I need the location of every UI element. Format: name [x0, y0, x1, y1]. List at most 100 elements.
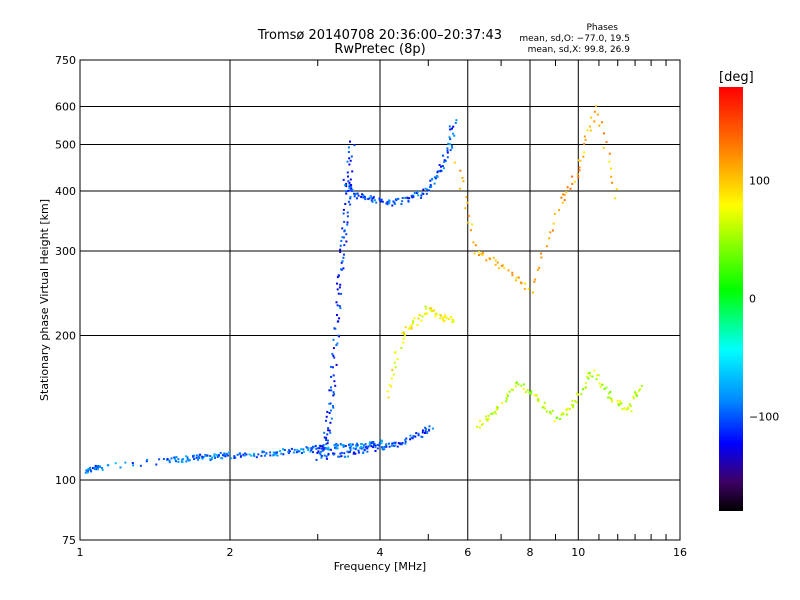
echo-point-trace-4 — [394, 366, 397, 369]
echo-point-trace-6 — [582, 155, 585, 158]
echo-point-trace-2 — [375, 201, 378, 204]
echo-point-trace-0 — [315, 447, 318, 450]
echo-point-trace-0 — [380, 439, 383, 442]
echo-point-trace-3 — [401, 442, 404, 444]
echo-point-trace-4 — [402, 341, 405, 344]
echo-point-trace-5 — [623, 407, 626, 410]
chart-subtitle: RwPretec (8p) — [334, 42, 426, 57]
echo-point-trace-0 — [309, 450, 312, 453]
echo-point-trace-5 — [487, 417, 490, 420]
echo-point-trace-6 — [531, 291, 534, 294]
echo-point-trace-0 — [369, 444, 372, 447]
echo-point-trace-4 — [451, 321, 454, 323]
echo-point-trace-3 — [381, 447, 384, 450]
echo-point-trace-5 — [577, 393, 580, 396]
echo-point-trace-6 — [494, 259, 497, 262]
echo-point-trace-6 — [480, 253, 483, 255]
echo-point-trace-2 — [429, 179, 432, 182]
echo-point-trace-0 — [107, 464, 110, 467]
echo-point-trace-2 — [446, 151, 449, 154]
echo-point-trace-4 — [388, 384, 391, 387]
echo-point-trace-5 — [610, 398, 613, 401]
echo-point-trace-3 — [363, 449, 366, 452]
echo-point-trace-5 — [508, 390, 511, 393]
echo-point-trace-5 — [566, 407, 569, 410]
echo-point-trace-6 — [515, 279, 517, 282]
echo-point-trace-2 — [424, 187, 427, 190]
echo-point-trace-0 — [206, 454, 209, 457]
echo-point-trace-2 — [364, 198, 367, 201]
echo-point-trace-1 — [343, 244, 346, 247]
echo-point-trace-0 — [94, 468, 97, 471]
echo-point-trace-2 — [449, 128, 452, 131]
echo-point-trace-0 — [90, 470, 93, 473]
echo-point-trace-3 — [424, 430, 427, 432]
echo-point-trace-3 — [332, 452, 334, 455]
echo-point-trace-2 — [417, 194, 420, 197]
echo-point-trace-6 — [611, 181, 614, 184]
echo-point-trace-0 — [213, 453, 216, 456]
echo-point-trace-0 — [272, 451, 275, 454]
echo-point-trace-6 — [558, 209, 560, 212]
echo-point-trace-0 — [224, 455, 227, 458]
echo-point-trace-0 — [260, 454, 263, 457]
echo-point-trace-3 — [364, 446, 367, 449]
echo-point-trace-0 — [182, 458, 185, 461]
y-tick-label: 750 — [55, 54, 76, 67]
echo-point-trace-5 — [607, 396, 610, 399]
echo-point-trace-5 — [479, 419, 482, 422]
echo-point-trace-3 — [325, 455, 328, 458]
echo-point-trace-1 — [334, 384, 337, 387]
echo-point-trace-0 — [221, 457, 224, 460]
echo-point-trace-2 — [406, 196, 409, 199]
echo-point-trace-1 — [343, 220, 346, 223]
echo-point-trace-1 — [341, 227, 344, 230]
echo-point-trace-0 — [340, 443, 343, 446]
echo-point-trace-2 — [361, 193, 364, 196]
echo-point-trace-5 — [635, 392, 638, 395]
echo-point-trace-0 — [295, 451, 298, 454]
echo-point-trace-1 — [332, 374, 335, 377]
echo-point-trace-2 — [378, 197, 381, 200]
echo-point-trace-0 — [97, 468, 99, 471]
echo-point-trace-0 — [287, 451, 290, 453]
echo-point-trace-5 — [625, 408, 628, 411]
echo-point-trace-1 — [340, 239, 343, 242]
echo-point-trace-0 — [276, 454, 279, 457]
echo-point-trace-2 — [446, 147, 449, 150]
echo-point-trace-5 — [635, 393, 637, 396]
echo-point-trace-5 — [629, 405, 632, 408]
echo-point-trace-5 — [537, 397, 540, 400]
echo-point-trace-1 — [345, 182, 348, 185]
echo-point-trace-0 — [327, 448, 330, 451]
echo-point-trace-0 — [321, 449, 324, 452]
echo-point-trace-0 — [124, 461, 127, 464]
echo-point-trace-0 — [193, 457, 196, 460]
echo-point-trace-2 — [425, 192, 428, 195]
echo-point-trace-2 — [372, 195, 375, 198]
echo-point-trace-1 — [325, 419, 327, 422]
echo-point-trace-3 — [424, 426, 427, 429]
echo-point-trace-4 — [392, 373, 395, 376]
echo-point-trace-0 — [243, 454, 246, 457]
echo-point-trace-0 — [372, 441, 375, 443]
echo-point-trace-0 — [327, 446, 330, 449]
echo-point-trace-0 — [290, 447, 293, 450]
echo-point-trace-5 — [620, 402, 623, 405]
echo-point-trace-3 — [340, 455, 343, 458]
echo-point-trace-4 — [447, 318, 450, 320]
echo-point-trace-0 — [230, 457, 233, 460]
echo-point-trace-1 — [325, 443, 328, 446]
echo-point-trace-6 — [552, 222, 555, 225]
echo-point-trace-3 — [404, 442, 407, 445]
echo-point-trace-2 — [420, 194, 423, 197]
echo-point-trace-5 — [553, 420, 556, 423]
y-tick-label: 400 — [55, 185, 76, 198]
echo-point-trace-1 — [332, 354, 335, 357]
echo-point-trace-0 — [185, 460, 188, 463]
echo-point-trace-1 — [350, 155, 353, 158]
echo-point-trace-1 — [323, 447, 326, 450]
echo-point-trace-3 — [404, 440, 407, 443]
echo-point-trace-6 — [467, 214, 470, 217]
